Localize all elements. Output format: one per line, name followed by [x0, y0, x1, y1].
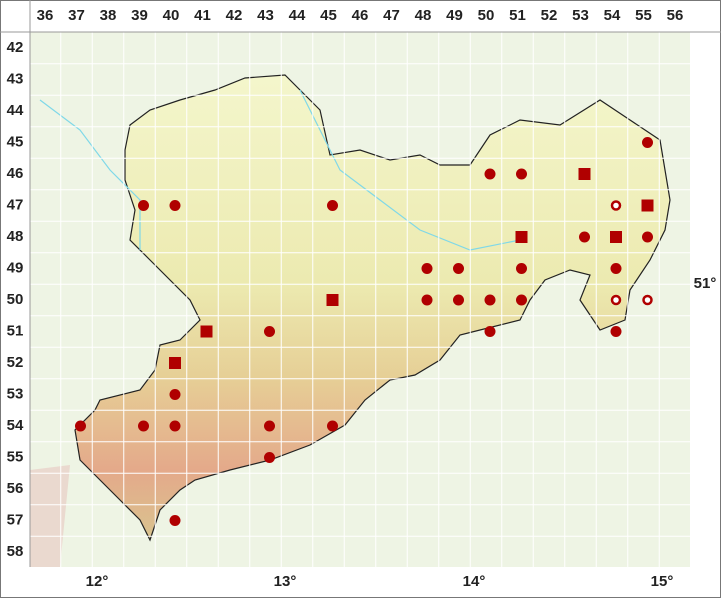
record-square — [169, 357, 181, 369]
record-dot — [453, 294, 464, 306]
column-label: 42 — [226, 7, 243, 24]
column-label: 38 — [100, 7, 117, 24]
record-dot — [264, 452, 275, 463]
record-dot — [169, 200, 181, 211]
column-label: 46 — [352, 7, 369, 24]
row-label: 57 — [7, 511, 24, 528]
row-label: 49 — [7, 259, 24, 276]
row-label: 52 — [7, 354, 24, 371]
record-dot — [75, 420, 86, 432]
row-label: 58 — [7, 543, 24, 560]
record-open — [610, 200, 622, 211]
column-label: 36 — [37, 7, 54, 24]
record-dot — [327, 200, 338, 211]
record-dot — [484, 326, 496, 337]
river — [299, 89, 521, 251]
record-dot — [327, 420, 338, 432]
column-label: 43 — [257, 7, 274, 24]
labels: 36 37 38 39 40 41 42 43 44 45 46 47 48 49 50 51 52 53 54 55… — [7, 7, 717, 590]
row-label: 53 — [7, 385, 24, 402]
record-dot — [138, 200, 149, 211]
record-square — [515, 231, 528, 243]
record-square — [326, 294, 339, 306]
relief-outside — [30, 465, 70, 567]
record-dot — [610, 326, 622, 337]
longitude-label: 12° — [86, 573, 109, 590]
record-open — [642, 294, 653, 306]
row-label: 51 — [7, 322, 24, 339]
row-label: 54 — [7, 417, 24, 434]
longitude-label: 15° — [651, 573, 674, 590]
record-dot — [169, 420, 181, 432]
record-dot — [579, 231, 590, 243]
record-dot — [484, 294, 496, 306]
region-outline — [74, 74, 671, 542]
record-dot — [516, 263, 527, 274]
record-open — [610, 294, 622, 306]
row-label: 46 — [7, 165, 24, 182]
record-square — [578, 168, 591, 180]
column-label: 51 — [509, 7, 526, 24]
row-label: 56 — [7, 480, 24, 497]
column-label: 37 — [68, 7, 85, 24]
record-dot — [264, 420, 275, 432]
column-label: 54 — [604, 7, 621, 24]
record-dot — [421, 294, 433, 306]
column-label: 50 — [478, 7, 495, 24]
column-label: 39 — [131, 7, 148, 24]
column-label: 40 — [163, 7, 180, 24]
column-label: 48 — [415, 7, 432, 24]
row-label: 45 — [7, 133, 24, 150]
column-label: 47 — [383, 7, 400, 24]
record-dot — [169, 389, 181, 400]
row-label: 44 — [7, 102, 24, 119]
river — [39, 99, 141, 250]
column-label: 52 — [541, 7, 558, 24]
record-square — [641, 199, 654, 212]
record-dot — [138, 420, 149, 432]
record-square — [200, 325, 213, 338]
column-label: 56 — [667, 7, 684, 24]
longitude-label: 14° — [463, 573, 486, 590]
record-dot — [610, 263, 622, 274]
column-label: 41 — [194, 7, 211, 24]
records — [75, 137, 654, 526]
row-label: 50 — [7, 291, 24, 308]
record-dot — [421, 263, 433, 274]
record-dot — [453, 263, 464, 274]
column-label: 45 — [320, 7, 337, 24]
row-label: 43 — [7, 70, 24, 87]
latitude-label: 51° — [694, 275, 717, 292]
record-dot — [516, 294, 527, 306]
record-dot — [264, 326, 275, 337]
column-label: 53 — [572, 7, 589, 24]
record-dot — [642, 231, 653, 243]
row-label: 48 — [7, 228, 24, 245]
row-label: 47 — [7, 196, 24, 213]
record-square — [610, 231, 622, 243]
record-dot — [169, 515, 181, 526]
row-label: 55 — [7, 448, 24, 465]
column-label: 55 — [635, 7, 652, 24]
longitude-label: 13° — [274, 573, 297, 590]
record-dot — [516, 168, 527, 180]
column-label: 49 — [446, 7, 463, 24]
grid — [0, 0, 721, 569]
record-dot — [484, 168, 496, 180]
column-label: 44 — [289, 7, 306, 24]
record-dot — [642, 137, 653, 148]
row-label: 42 — [7, 39, 24, 56]
